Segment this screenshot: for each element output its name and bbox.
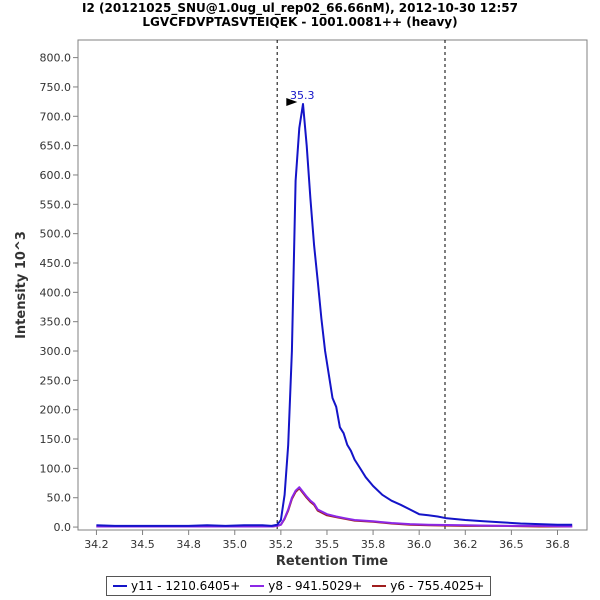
y-tick-label: 600.0 — [40, 169, 72, 182]
y-axis-label: Intensity 10^3 — [14, 231, 29, 339]
x-tick-label: 36.5 — [499, 538, 524, 551]
y-tick-label: 50.0 — [47, 492, 72, 505]
legend-label-y11: y11 - 1210.6405+ — [131, 579, 241, 593]
y-tick-label: 250.0 — [40, 374, 72, 387]
x-tick-label: 35.2 — [269, 538, 294, 551]
plot-area — [77, 39, 588, 531]
x-tick-label: 36.8 — [545, 538, 570, 551]
chart-subtitle: LGVCFDVPTASVTEIQEK - 1001.0081++ (heavy) — [142, 15, 458, 29]
legend-label-y8: y8 - 941.5029+ — [268, 579, 363, 593]
legend-item-y11: y11 - 1210.6405+ — [113, 579, 240, 593]
legend-swatch-y11 — [113, 585, 127, 587]
x-tick-label: 35.5 — [315, 538, 340, 551]
legend-item-y6: y6 - 755.4025+ — [372, 579, 484, 593]
x-axis-label: Retention Time — [276, 554, 388, 569]
y-tick-label: 450.0 — [40, 257, 72, 270]
legend-swatch-y6 — [372, 585, 387, 587]
y-tick-label: 750.0 — [40, 81, 72, 94]
x-tick-label: 35.8 — [361, 538, 386, 551]
x-tick-label: 34.5 — [130, 538, 155, 551]
x-tick-label: 34.2 — [84, 538, 109, 551]
x-tick-label: 35.0 — [223, 538, 248, 551]
series-group — [96, 103, 573, 528]
y-tick-label: 400.0 — [40, 286, 72, 299]
y-tick-label: 500.0 — [40, 228, 72, 241]
y-tick-label: 700.0 — [40, 110, 72, 123]
legend-label-y6: y6 - 755.4025+ — [390, 579, 485, 593]
y-tick-label: 650.0 — [40, 140, 72, 153]
peak-marker — [286, 97, 298, 106]
y-tick-label: 550.0 — [40, 198, 72, 211]
series-line-y11 — [96, 103, 573, 527]
peak-boundaries — [276, 40, 446, 530]
chart-title: I2 (20121025_SNU@1.0ug_ul_rep02_66.66nM)… — [82, 1, 518, 15]
y-tick-label: 200.0 — [40, 404, 72, 417]
y-tick-label: 100.0 — [40, 462, 72, 475]
x-tick-label: 34.8 — [176, 538, 201, 551]
peak-label: 35.3 — [290, 89, 315, 102]
x-axis: 34.2 34.5 34.8 35.0 35.2 35.5 35.8 36.0 36.2 36.5… — [84, 530, 570, 551]
legend-item-y8: y8 - 941.5029+ — [250, 579, 362, 593]
legend: y11 - 1210.6405+ y8 - 941.5029+ y6 - 755… — [106, 576, 492, 596]
x-tick-label: 36.0 — [407, 538, 432, 551]
y-tick-label: 150.0 — [40, 433, 72, 446]
x-tick-label: 36.2 — [453, 538, 478, 551]
y-tick-label: 0.0 — [54, 521, 72, 534]
y-tick-label: 300.0 — [40, 345, 72, 358]
legend-swatch-y8 — [250, 585, 265, 587]
y-tick-label: 800.0 — [40, 52, 72, 65]
y-axis: 0.0 50.0 100.0 150.0 200.0 250.0 300.0 350.0 400… — [40, 52, 78, 534]
y-tick-label: 350.0 — [40, 316, 72, 329]
peak-annotation-group: 35.3 — [286, 89, 315, 106]
